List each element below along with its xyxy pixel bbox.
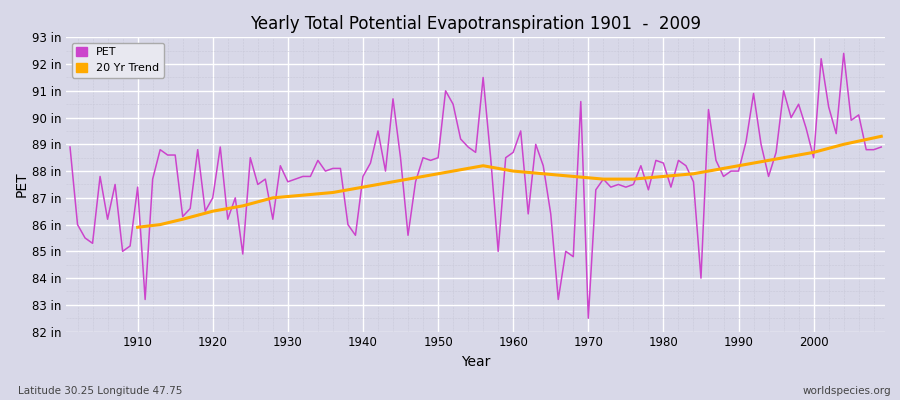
X-axis label: Year: Year: [461, 355, 491, 369]
Text: Latitude 30.25 Longitude 47.75: Latitude 30.25 Longitude 47.75: [18, 386, 183, 396]
Title: Yearly Total Potential Evapotranspiration 1901  -  2009: Yearly Total Potential Evapotranspiratio…: [250, 15, 701, 33]
Text: worldspecies.org: worldspecies.org: [803, 386, 891, 396]
Y-axis label: PET: PET: [15, 172, 29, 197]
Legend: PET, 20 Yr Trend: PET, 20 Yr Trend: [72, 43, 164, 78]
